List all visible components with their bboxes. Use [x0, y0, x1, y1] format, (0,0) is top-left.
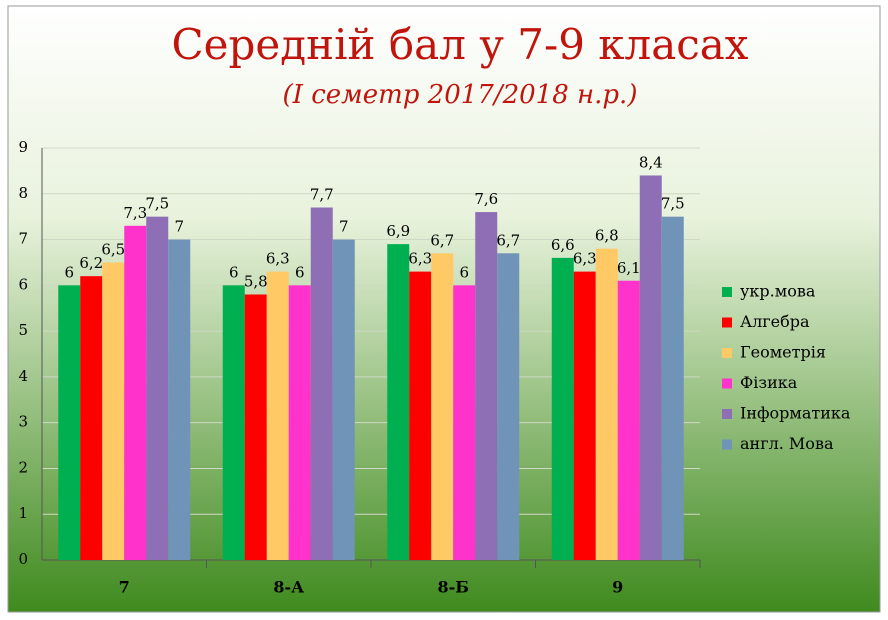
bar: [409, 271, 432, 560]
bar: [639, 175, 662, 560]
data-label: 7: [339, 218, 349, 236]
y-tick-label: 4: [18, 367, 28, 385]
legend-label: англ. Мова: [740, 434, 834, 453]
x-tick-label: 8-Б: [438, 578, 469, 597]
bar: [573, 271, 596, 560]
y-tick-label: 6: [18, 275, 28, 293]
bar: [387, 244, 410, 560]
bar: [617, 280, 640, 560]
x-tick-label: 7: [119, 578, 130, 597]
bar: [595, 248, 618, 560]
y-tick-label: 7: [18, 230, 28, 248]
legend-swatch: [722, 409, 732, 419]
data-label: 6,1: [617, 259, 641, 277]
bar: [124, 225, 147, 561]
bar: [58, 285, 81, 560]
legend-swatch: [722, 317, 732, 328]
data-label: 6,5: [101, 240, 125, 258]
data-label: 6,3: [573, 250, 597, 268]
legend-label: Алгебра: [740, 312, 810, 331]
bar: [168, 239, 191, 561]
legend-label: укр.мова: [740, 282, 816, 301]
bar: [475, 212, 498, 561]
data-label: 6: [459, 263, 469, 281]
data-label: 6,7: [496, 231, 520, 249]
y-tick-label: 2: [18, 458, 28, 476]
bar: [80, 276, 103, 560]
bar: [661, 216, 684, 560]
data-label: 6,3: [408, 250, 432, 268]
data-label: 6: [64, 263, 74, 281]
data-label: 6,9: [386, 222, 410, 240]
y-tick-label: 0: [18, 550, 28, 568]
bar: [266, 271, 289, 560]
bar: [453, 285, 476, 560]
y-tick-label: 8: [18, 184, 28, 202]
data-label: 6: [295, 263, 305, 281]
bar: [431, 253, 454, 561]
x-tick-label: 9: [612, 578, 623, 597]
legend-swatch: [722, 378, 732, 389]
bar: [244, 294, 267, 560]
y-tick-label: 5: [18, 321, 28, 339]
data-label: 6,7: [430, 231, 454, 249]
data-label: 6,8: [595, 227, 619, 245]
data-label: 6: [229, 263, 239, 281]
legend-label: Геометрія: [740, 343, 826, 362]
bar: [332, 239, 355, 561]
legend-swatch: [722, 287, 732, 297]
x-tick-label: 8-А: [273, 578, 304, 597]
legend-swatch: [722, 439, 732, 450]
bar: [222, 285, 245, 560]
data-label: 7,5: [145, 195, 169, 213]
legend-label: Інформатика: [740, 404, 851, 423]
data-label: 6,2: [79, 254, 103, 272]
data-label: 6,6: [551, 236, 575, 254]
chart-title: Середній бал у 7-9 класах: [172, 20, 749, 69]
data-label: 7,5: [661, 195, 685, 213]
bar: [497, 253, 520, 561]
y-tick-label: 1: [18, 504, 28, 522]
bar: [310, 207, 333, 560]
data-label: 7,7: [310, 186, 334, 204]
y-tick-label: 3: [18, 413, 28, 431]
data-label: 5,8: [244, 272, 268, 290]
data-label: 6,3: [266, 250, 290, 268]
bar: [288, 285, 311, 560]
data-label: 7,3: [123, 204, 147, 222]
legend-label: Фізика: [740, 373, 798, 392]
bar: [551, 257, 574, 560]
chart-subtitle: (I семетр 2017/2018 н.р.): [283, 80, 638, 110]
data-label: 7: [174, 218, 184, 236]
legend-swatch: [722, 348, 732, 358]
y-tick-label: 9: [18, 138, 28, 156]
bar: [102, 262, 125, 560]
data-label: 8,4: [639, 153, 663, 171]
bar: [146, 216, 169, 560]
data-label: 7,6: [474, 190, 498, 208]
